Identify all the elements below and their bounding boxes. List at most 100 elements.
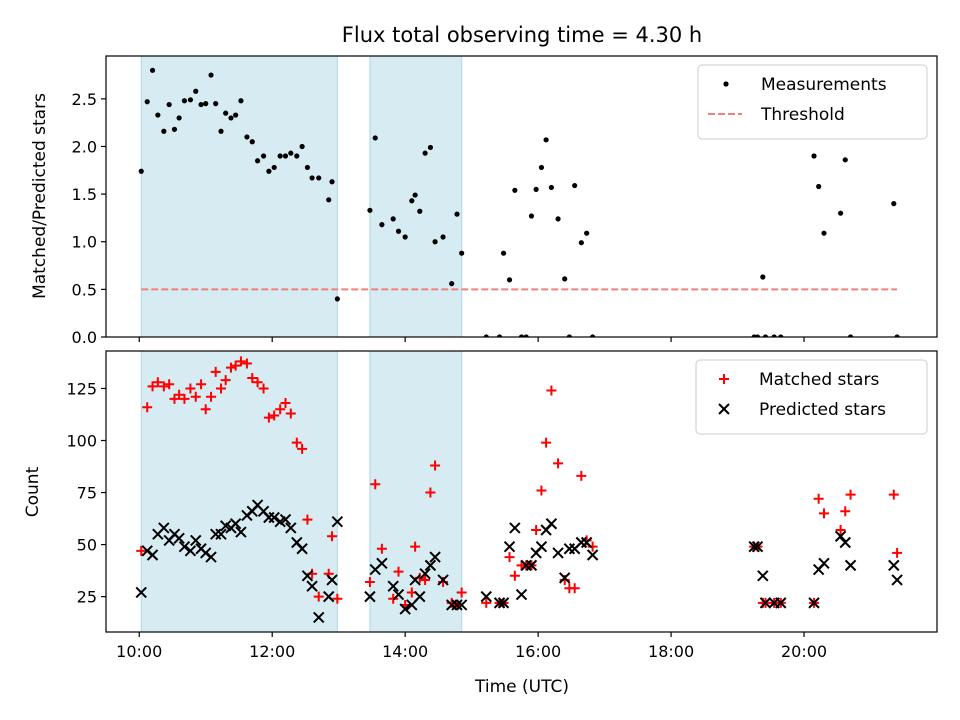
- matched-star-point: [327, 531, 338, 542]
- matched-star-point: [845, 489, 856, 500]
- legend: Matched stars Predicted stars: [695, 359, 928, 435]
- measurement-point: [138, 168, 144, 174]
- measurement-point: [847, 334, 854, 337]
- measurement-point: [449, 281, 455, 287]
- x-tick-label: 18:00: [648, 642, 694, 661]
- measurement-point: [390, 216, 396, 222]
- measurement-point: [533, 186, 539, 192]
- measurement-point: [562, 276, 568, 282]
- observing-window-1: [369, 351, 463, 632]
- measurement-point: [483, 334, 489, 337]
- y-tick-label: 50: [77, 536, 97, 555]
- matched-star-point: [185, 383, 196, 394]
- matched-star-point: [536, 485, 547, 496]
- measurement-point: [249, 139, 255, 145]
- measurement-point: [244, 134, 250, 140]
- measurement-point: [294, 153, 300, 159]
- measurement-point: [198, 101, 204, 108]
- matched-star-point: [247, 373, 258, 384]
- measurement-point: [193, 88, 199, 94]
- measurement-point: [329, 179, 335, 185]
- predicted-star-point: [888, 559, 900, 572]
- predicted-star-point: [751, 540, 764, 553]
- predicted-star-point: [399, 603, 411, 615]
- predicted-star-point: [757, 570, 769, 582]
- measurement-point: [417, 208, 423, 214]
- measurement-point: [208, 72, 214, 78]
- matched-star-point: [291, 437, 302, 448]
- axes-frame: [105, 55, 938, 338]
- predicted-star-point: [493, 597, 506, 609]
- predicted-star-point: [301, 570, 314, 582]
- predicted-star-point: [424, 559, 437, 572]
- measurement-point: [161, 128, 167, 134]
- matched-star-point: [158, 381, 169, 392]
- matched-star-point: [200, 404, 211, 415]
- bottom-y-axis-label: Count: [23, 466, 43, 517]
- matched-star-point: [509, 570, 520, 581]
- legend-box: [695, 359, 928, 435]
- predicted-star-point: [414, 590, 426, 603]
- predicted-star-point: [296, 543, 308, 555]
- predicted-star-point: [215, 528, 227, 540]
- observing-window-0: [140, 56, 338, 337]
- measurement-point: [518, 334, 525, 337]
- matched-star-point: [225, 362, 236, 373]
- predicted-star-point: [586, 549, 599, 561]
- y-tick-label: 0.5: [72, 280, 97, 299]
- matched-star-point: [179, 393, 190, 404]
- matched-star-point: [164, 379, 175, 390]
- predicted-star-point: [364, 590, 376, 603]
- measurement-point: [203, 101, 209, 107]
- predicted-star-point: [575, 536, 588, 549]
- measurement-point: [838, 210, 844, 216]
- predicted-star-point: [563, 543, 576, 555]
- x-tick-label: 14:00: [382, 642, 428, 661]
- x-axis-label: Time (UTC): [474, 677, 569, 697]
- predicted-star-point: [808, 597, 820, 609]
- predicted-star-point: [306, 580, 318, 592]
- legend-marker: [719, 374, 729, 384]
- measurement-point: [266, 168, 272, 174]
- predicted-star-point: [235, 526, 247, 538]
- matched-star-point: [258, 383, 269, 394]
- predicted-star-point: [429, 551, 441, 563]
- measurement-point: [282, 153, 289, 159]
- matched-star-point: [364, 577, 375, 588]
- measurement-point: [555, 216, 561, 222]
- measurement-point: [187, 97, 194, 103]
- matched-star-point: [147, 381, 158, 392]
- matched-star-point: [504, 552, 515, 563]
- x-tick-label: 16:00: [515, 642, 561, 661]
- matched-star-point: [280, 398, 291, 409]
- predicted-star-point: [437, 574, 449, 586]
- measurement-point: [254, 158, 261, 164]
- matched-star-point: [840, 506, 851, 517]
- measurement-point: [572, 182, 578, 189]
- measurement-point: [372, 135, 378, 141]
- predicted-star-point: [184, 545, 197, 557]
- matched-star-point: [559, 574, 570, 585]
- matched-star-point: [430, 460, 441, 471]
- measurement-point: [176, 115, 182, 121]
- y-tick-label: 2.5: [72, 90, 97, 109]
- matched-star-point: [835, 525, 846, 536]
- matched-star-point: [888, 489, 899, 500]
- matched-star-point: [313, 591, 324, 602]
- matched-star-point: [531, 525, 542, 536]
- matched-star-point: [235, 356, 246, 367]
- measurement-point: [309, 175, 315, 181]
- matched-star-point: [892, 547, 903, 558]
- measurement-point: [821, 230, 827, 236]
- measurement-point: [548, 184, 555, 191]
- predicted-star-point: [268, 511, 280, 524]
- x-tick-label: 12:00: [249, 642, 295, 661]
- matched-star-point: [152, 377, 163, 388]
- legend-label: Predicted stars: [759, 400, 886, 420]
- y-tick-label: 100: [66, 432, 97, 451]
- measurement-point: [149, 67, 156, 73]
- predicted-star-point: [419, 568, 431, 580]
- matched-star-point: [252, 377, 263, 388]
- measurement-point: [304, 164, 311, 171]
- measurement-point: [894, 334, 900, 337]
